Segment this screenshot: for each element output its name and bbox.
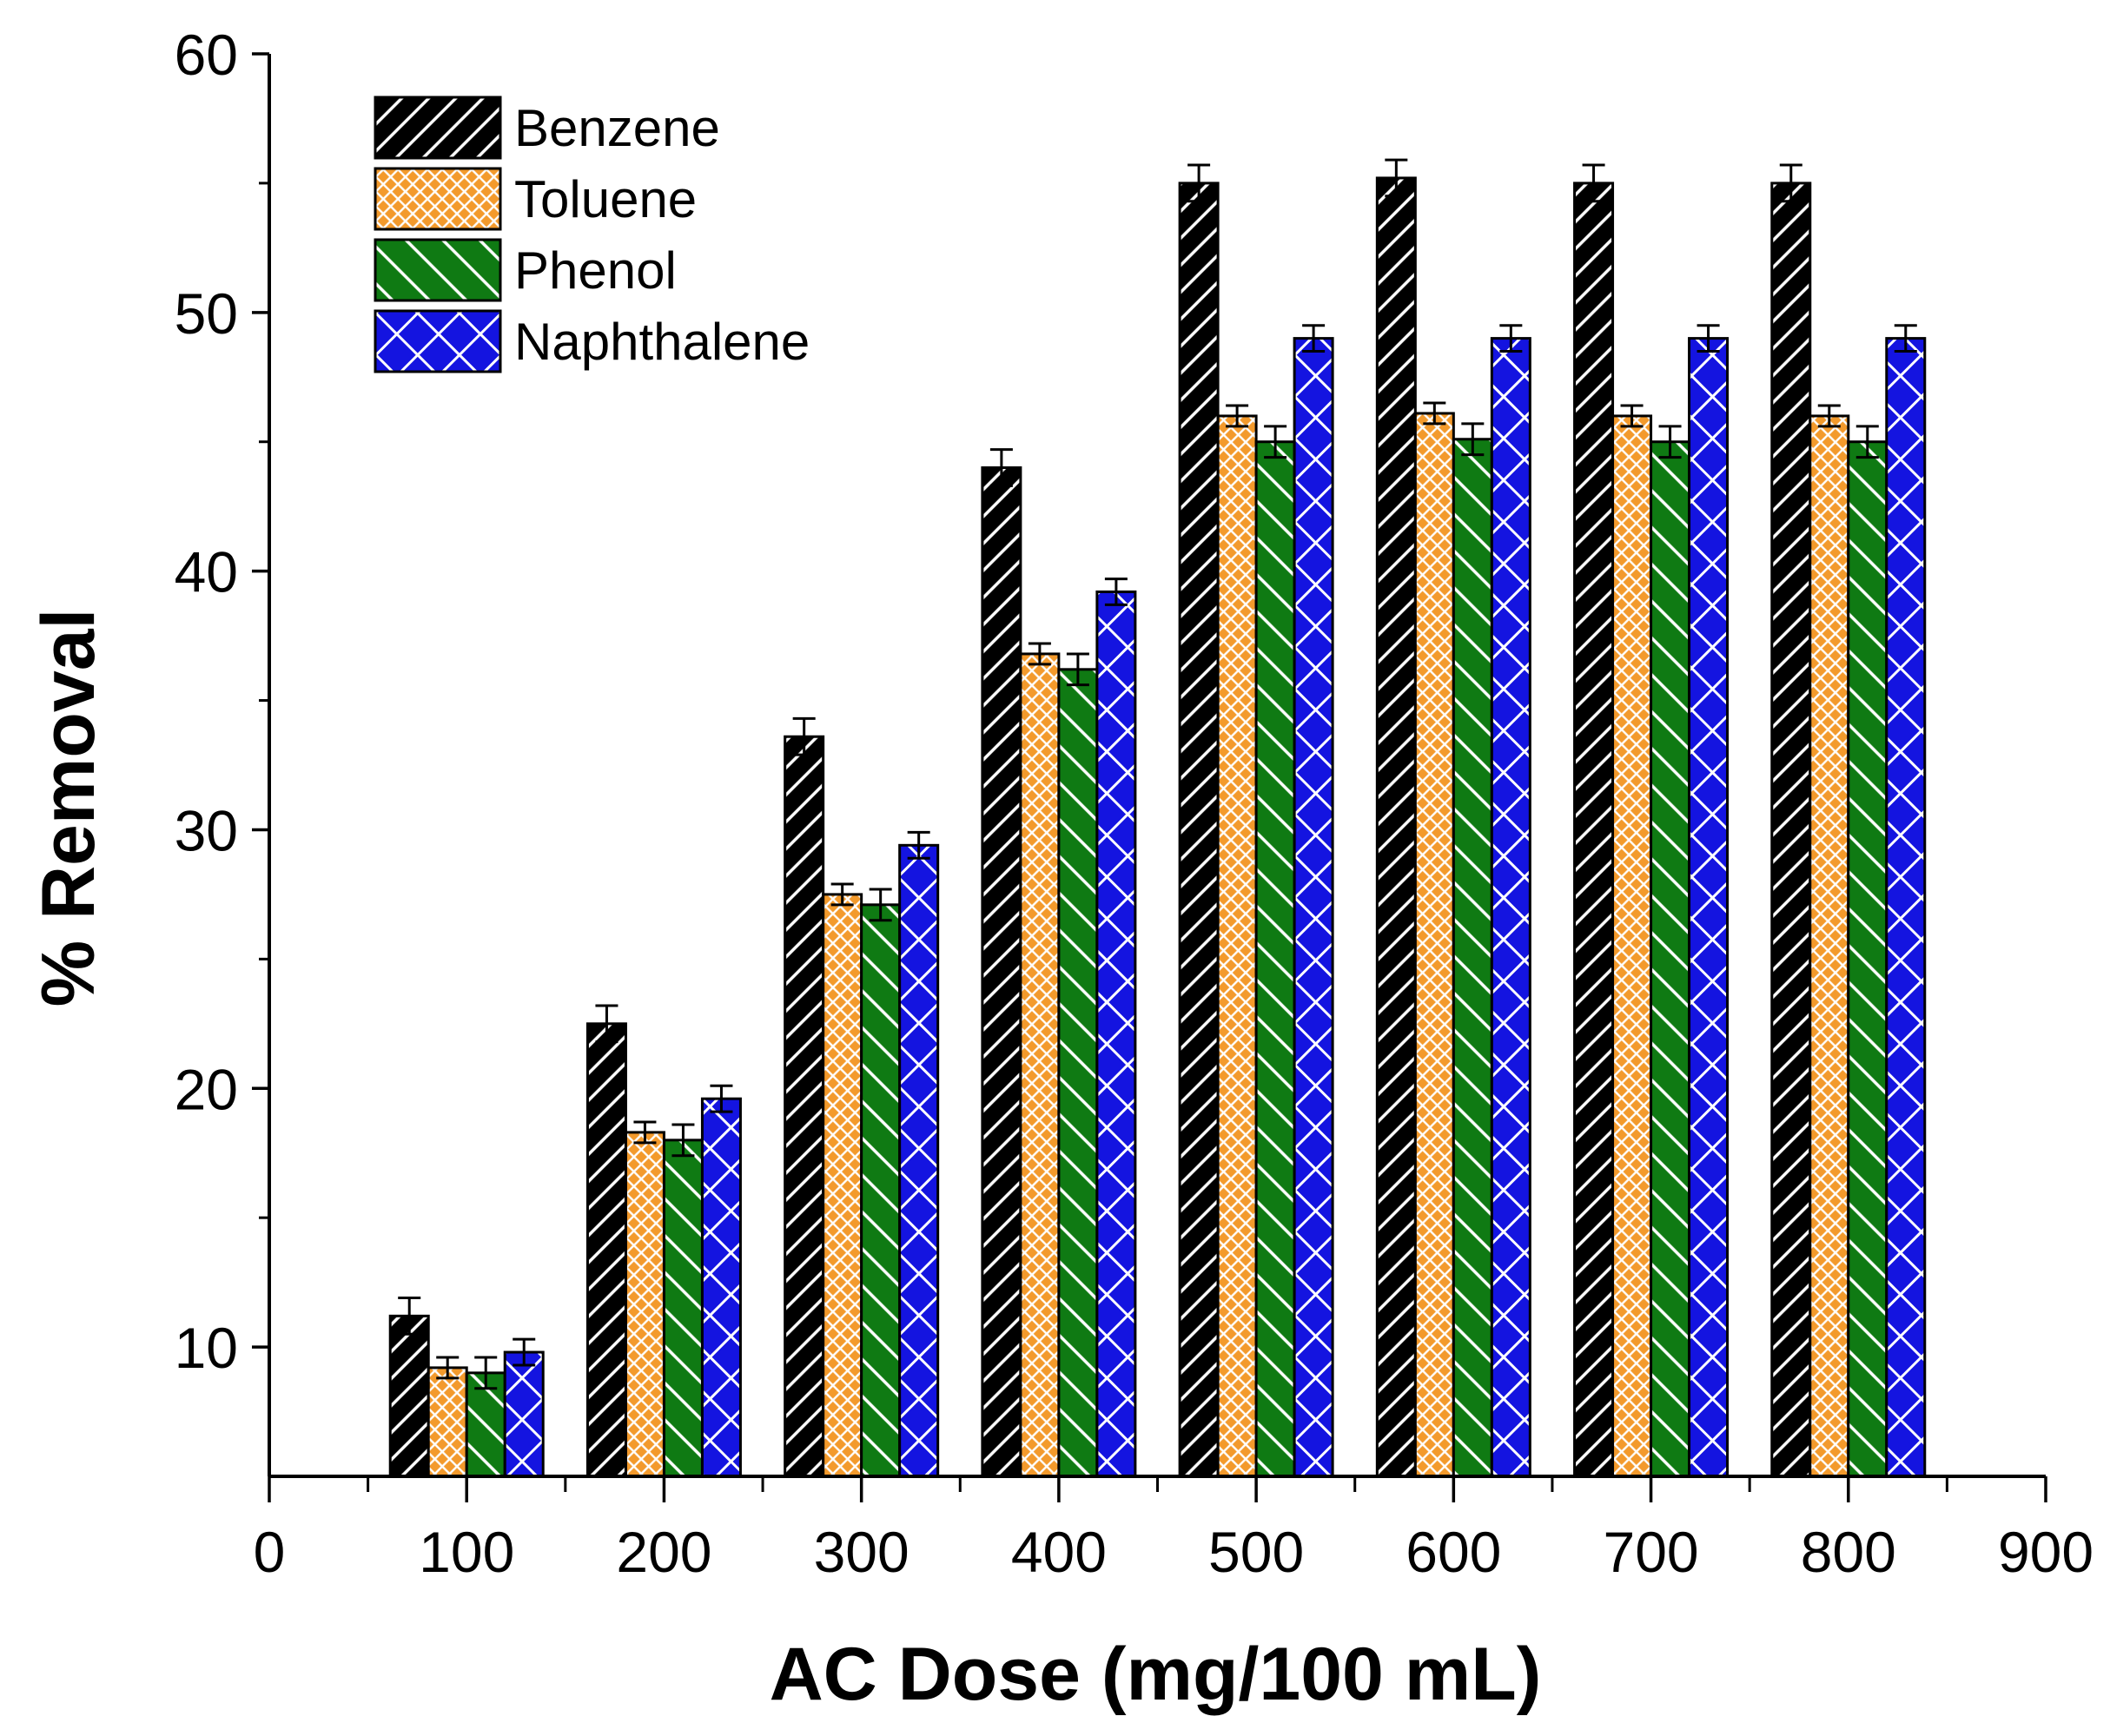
bar-benzene-800 — [1770, 182, 1812, 1478]
error-bar-phenol-100 — [474, 1356, 498, 1390]
y-tick-label-30: 30 — [175, 798, 238, 862]
error-bar-toluene-100 — [436, 1356, 460, 1380]
bar-toluene-500 — [1216, 414, 1258, 1478]
error-bar-phenol-400 — [1066, 652, 1089, 687]
x-tick-label-900: 900 — [1998, 1520, 2093, 1584]
error-bar-phenol-600 — [1461, 422, 1485, 457]
x-tick-label-0: 0 — [254, 1520, 286, 1584]
x-tick-label-700: 700 — [1603, 1520, 1698, 1584]
x-tick-label-600: 600 — [1406, 1520, 1501, 1584]
error-bar-naphthalene-100 — [513, 1337, 536, 1367]
bar-phenol-500 — [1254, 440, 1296, 1478]
y-tick-label-20: 20 — [175, 1057, 238, 1121]
bar-naphthalene-500 — [1293, 337, 1334, 1478]
legend-swatch-toluene — [374, 167, 502, 231]
bar-naphthalene-200 — [700, 1097, 742, 1478]
error-bar-naphthalene-200 — [710, 1084, 733, 1113]
error-bar-toluene-600 — [1423, 401, 1446, 426]
legend: Benzene Toluene Phenol Naphthalene — [374, 96, 810, 373]
error-bar-benzene-800 — [1779, 163, 1802, 203]
bar-phenol-300 — [860, 903, 902, 1478]
error-bar-benzene-600 — [1385, 158, 1408, 198]
error-bar-naphthalene-700 — [1697, 324, 1720, 353]
bar-toluene-300 — [822, 893, 863, 1478]
error-bar-naphthalene-800 — [1894, 324, 1917, 353]
error-bar-benzene-100 — [398, 1297, 421, 1336]
bar-benzene-300 — [784, 735, 825, 1478]
error-bar-phenol-200 — [671, 1123, 695, 1158]
error-bar-phenol-700 — [1658, 425, 1682, 459]
bar-phenol-600 — [1452, 438, 1493, 1478]
legend-label-toluene: Toluene — [514, 170, 697, 228]
bar-naphthalene-700 — [1688, 337, 1730, 1478]
legend-item-phenol: Phenol — [374, 238, 677, 302]
bar-phenol-700 — [1650, 440, 1691, 1478]
y-axis-title: % Removal — [27, 609, 110, 1007]
error-bar-benzene-700 — [1582, 163, 1605, 203]
error-bar-toluene-400 — [1028, 642, 1051, 666]
x-tick-label-200: 200 — [616, 1520, 711, 1584]
error-bar-naphthalene-600 — [1499, 324, 1523, 353]
error-bar-benzene-300 — [792, 716, 816, 756]
error-bar-phenol-500 — [1264, 425, 1287, 459]
bar-naphthalene-600 — [1490, 337, 1531, 1478]
legend-label-phenol: Phenol — [514, 241, 677, 300]
bar-phenol-400 — [1057, 668, 1099, 1478]
error-bar-toluene-800 — [1817, 404, 1841, 428]
x-tick-label-800: 800 — [1801, 1520, 1896, 1584]
bar-benzene-500 — [1178, 182, 1220, 1478]
error-bar-naphthalene-300 — [907, 830, 930, 860]
error-bar-benzene-500 — [1187, 163, 1211, 203]
legend-item-benzene: Benzene — [374, 96, 720, 160]
x-tick-label-300: 300 — [814, 1520, 909, 1584]
legend-swatch-naphthalene — [374, 309, 502, 373]
bar-toluene-400 — [1019, 652, 1061, 1478]
error-bar-naphthalene-500 — [1302, 324, 1326, 353]
bar-naphthalene-400 — [1095, 590, 1137, 1478]
bar-naphthalene-800 — [1885, 337, 1927, 1478]
bars-layer — [388, 158, 1927, 1478]
error-bar-toluene-500 — [1226, 404, 1249, 428]
legend-label-benzene: Benzene — [514, 99, 720, 157]
error-bar-toluene-700 — [1620, 404, 1644, 428]
bar-naphthalene-100 — [503, 1350, 545, 1478]
x-tick-label-500: 500 — [1208, 1520, 1304, 1584]
error-bar-phenol-300 — [869, 888, 892, 922]
bar-benzene-600 — [1375, 176, 1417, 1478]
error-bar-benzene-400 — [989, 448, 1013, 487]
bar-toluene-700 — [1611, 414, 1653, 1478]
bar-benzene-700 — [1573, 182, 1615, 1478]
error-bar-toluene-300 — [830, 882, 854, 907]
x-axis-title: AC Dose (mg/100 mL) — [770, 1633, 1542, 1716]
legend-label-naphthalene: Naphthalene — [514, 313, 810, 371]
y-tick-label-10: 10 — [175, 1316, 238, 1380]
error-bar-benzene-200 — [595, 1004, 618, 1044]
bar-benzene-200 — [585, 1022, 627, 1478]
bar-phenol-200 — [662, 1139, 704, 1478]
x-tick-label-400: 400 — [1011, 1520, 1107, 1584]
bar-naphthalene-300 — [898, 843, 940, 1478]
error-bar-toluene-200 — [633, 1120, 657, 1145]
y-tick-label-50: 50 — [175, 281, 238, 346]
bar-toluene-100 — [427, 1366, 468, 1478]
x-tick-label-100: 100 — [419, 1520, 514, 1584]
bar-benzene-400 — [981, 466, 1022, 1478]
y-tick-label-60: 60 — [175, 23, 238, 87]
error-bar-phenol-800 — [1855, 425, 1879, 459]
bar-benzene-100 — [388, 1314, 430, 1478]
error-bar-naphthalene-400 — [1104, 578, 1128, 606]
legend-item-naphthalene: Naphthalene — [374, 309, 810, 373]
legend-item-toluene: Toluene — [374, 167, 697, 231]
bar-toluene-200 — [624, 1131, 665, 1478]
bar-toluene-600 — [1413, 412, 1455, 1478]
legend-swatch-phenol — [374, 238, 502, 302]
bar-toluene-800 — [1809, 414, 1850, 1478]
legend-swatch-benzene — [374, 96, 502, 160]
bar-phenol-800 — [1847, 440, 1888, 1478]
y-tick-label-40: 40 — [175, 540, 238, 604]
